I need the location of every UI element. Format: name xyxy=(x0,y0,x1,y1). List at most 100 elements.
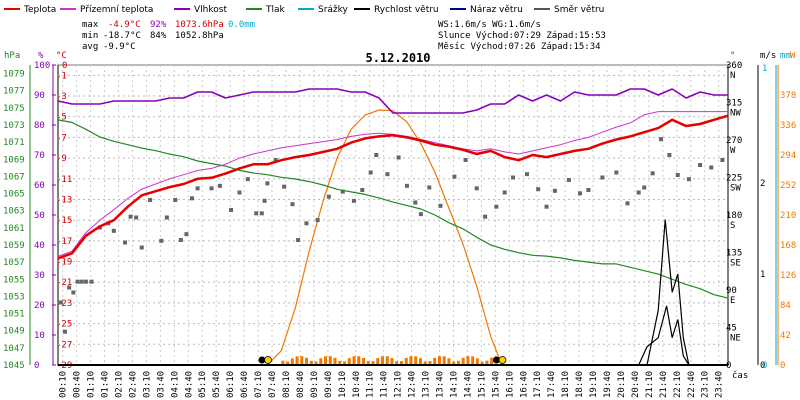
solar-ground-bar xyxy=(452,361,456,365)
wind-dir-point xyxy=(173,198,178,202)
tick-time: 18:10 xyxy=(561,371,571,398)
tick-dir-name: W xyxy=(730,146,736,156)
wind-dir-point xyxy=(83,279,88,284)
tick-time: 10:10 xyxy=(338,371,348,398)
tick-time: 06:40 xyxy=(240,371,250,398)
stat-avg-label: avg xyxy=(82,42,98,52)
solar-ground-bar xyxy=(480,361,484,365)
legend-label: Vlhkost xyxy=(194,5,227,15)
tick-wind: 0 xyxy=(760,361,765,371)
stat-max-rain: 0.0mm xyxy=(228,20,255,30)
solar-ground-bar xyxy=(371,361,375,365)
wind-dir-point xyxy=(502,190,507,195)
tick-hpa: 1055 xyxy=(3,275,25,285)
wind-dir-point xyxy=(474,186,479,191)
tick-time: 05:10 xyxy=(198,371,208,398)
tick-time: 15:40 xyxy=(491,371,501,398)
tick-time: 08:40 xyxy=(296,371,306,398)
tick-time: 01:40 xyxy=(101,371,111,398)
wind-dir-point xyxy=(178,238,183,242)
tick-temp: -1 xyxy=(56,71,67,81)
tick-time: 18:40 xyxy=(575,371,585,398)
solar-ground-bar xyxy=(409,356,413,365)
tick-hpa: 1057 xyxy=(3,258,25,268)
stat-max-hum: 92% xyxy=(150,20,167,30)
wind-dir-point xyxy=(368,170,373,175)
sun-info-line: Měsíc Východ:07:26 Západ:15:34 xyxy=(438,42,601,52)
tick-time: 11:40 xyxy=(380,371,390,398)
tick-hpa: 1063 xyxy=(3,207,25,217)
wind-dir-point xyxy=(544,204,549,209)
solar-ground-bar xyxy=(404,357,408,365)
series-wind-line xyxy=(58,305,728,366)
tick-dir-deg: 270 xyxy=(726,136,742,146)
tick-time: 06:10 xyxy=(226,371,236,398)
tick-time: 07:40 xyxy=(268,371,278,398)
wind-dir-point xyxy=(254,211,259,216)
stat-max-label: max xyxy=(82,20,99,30)
solar-ground-bar xyxy=(352,356,356,365)
tick-hum: 40 xyxy=(34,241,45,251)
solar-ground-bar xyxy=(442,356,446,365)
tick-time: 23:10 xyxy=(701,371,711,398)
wind-dir-point xyxy=(438,203,443,208)
wind-dir-point xyxy=(262,198,267,203)
solar-ground-bar xyxy=(437,356,441,365)
wind-dir-point xyxy=(483,214,488,219)
solar-ground-bar xyxy=(366,361,370,365)
solar-ground-bar xyxy=(418,358,422,365)
tick-temp: -15 xyxy=(56,216,72,226)
wind-dir-point xyxy=(586,188,591,192)
tick-time: 19:40 xyxy=(603,371,613,398)
tick-time: 02:40 xyxy=(128,371,138,398)
axis-label-wind: m/s xyxy=(760,51,776,61)
tick-dir-deg: 225 xyxy=(726,174,742,184)
solar-ground-bar xyxy=(461,357,465,365)
tick-dir-name: S xyxy=(730,221,735,231)
stat-min-hum: 84% xyxy=(150,31,167,41)
wind-dir-point xyxy=(89,279,94,284)
tick-hpa: 1073 xyxy=(3,121,25,131)
solar-ground-bar xyxy=(485,360,489,365)
solar-ground-bar xyxy=(447,358,451,365)
wind-dir-point xyxy=(351,198,356,203)
tick-time: 04:10 xyxy=(170,371,180,398)
stat-max-press: 1073.6hPa xyxy=(175,20,224,30)
wind-dir-point xyxy=(265,181,270,186)
solar-ground-bar xyxy=(362,357,366,365)
tick-solar: 378 xyxy=(780,91,796,101)
tick-time: 14:40 xyxy=(463,371,473,398)
tick-hum: 80 xyxy=(34,121,45,131)
solar-ground-bar xyxy=(390,358,394,365)
tick-temp: -3 xyxy=(56,92,67,102)
wind-dir-point xyxy=(237,190,242,195)
wind-dir-point xyxy=(164,215,169,220)
wind-dir-point xyxy=(71,290,76,295)
tick-hpa: 1045 xyxy=(3,361,25,371)
tick-time: 10:40 xyxy=(352,371,362,398)
solar-ground-bar xyxy=(290,358,294,365)
wind-dir-point xyxy=(139,245,144,250)
wind-dir-point xyxy=(123,240,127,245)
solar-ground-bar xyxy=(456,360,460,365)
solar-ground-bar xyxy=(305,357,309,365)
wind-dir-point xyxy=(396,155,401,160)
tick-temp: -17 xyxy=(56,237,72,247)
tick-hum: 90 xyxy=(34,91,45,101)
sun-marker-dot xyxy=(492,356,500,364)
tick-solar: 294 xyxy=(780,151,796,161)
wind-dir-point xyxy=(315,218,320,222)
tick-time: 07:10 xyxy=(254,371,264,398)
wind-dir-point xyxy=(698,163,703,167)
wind-dir-point xyxy=(190,196,194,201)
series-solar-line xyxy=(266,109,503,366)
legend-label: Rychlost větru xyxy=(374,5,439,15)
tick-hpa: 1079 xyxy=(3,70,25,80)
solar-ground-bar xyxy=(314,361,318,365)
tick-time: 03:40 xyxy=(156,371,166,398)
tick-temp: -7 xyxy=(56,133,67,143)
wind-dir-point xyxy=(463,158,468,162)
tick-hum: 0 xyxy=(34,361,39,371)
